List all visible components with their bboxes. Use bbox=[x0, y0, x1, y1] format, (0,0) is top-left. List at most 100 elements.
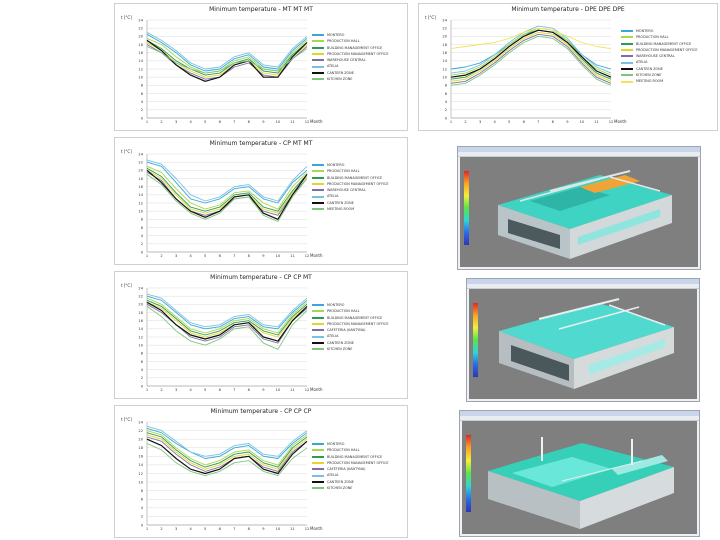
legend-swatch bbox=[621, 80, 633, 83]
y-tick-label: 22 bbox=[442, 26, 447, 30]
3d-viewport[interactable] bbox=[462, 421, 697, 534]
x-tick-label: 7 bbox=[233, 527, 235, 531]
series-line bbox=[146, 295, 308, 330]
window-menubar bbox=[458, 152, 700, 157]
legend-swatch bbox=[312, 65, 324, 68]
y-tick-label: 4 bbox=[141, 100, 144, 104]
series-line bbox=[146, 167, 308, 212]
x-tick-label: 11 bbox=[290, 388, 295, 392]
legend-label: WAREHOUSE CENTRAL bbox=[327, 188, 366, 193]
legend-item: MONTERO bbox=[312, 162, 389, 168]
x-tick-label: 8 bbox=[248, 388, 251, 392]
series-line bbox=[146, 427, 308, 459]
series-line bbox=[450, 35, 612, 86]
legend-item: WAREHOUSE CENTRAL bbox=[312, 57, 389, 63]
series-line bbox=[146, 174, 308, 222]
legend-item: PRODUCTION MANAGEMENT OFFICE bbox=[312, 460, 389, 466]
legend-swatch bbox=[312, 53, 324, 56]
series-line bbox=[146, 31, 308, 70]
legend-label: BUILDING MANAGEMENT OFFICE bbox=[327, 454, 383, 459]
y-tick-label: 18 bbox=[138, 43, 143, 47]
x-tick-label: 1 bbox=[146, 120, 148, 124]
y-tick-label: 0 bbox=[141, 116, 144, 120]
x-tick-label: 3 bbox=[175, 527, 177, 531]
simulation-window-2 bbox=[466, 278, 700, 402]
legend-label: KITCHEN ZONE bbox=[327, 77, 353, 82]
legend-swatch bbox=[312, 208, 324, 211]
x-tick-label: 2 bbox=[160, 120, 162, 124]
legend-label: BUILDING MANAGEMENT OFFICE bbox=[636, 41, 692, 46]
y-tick-label: 22 bbox=[138, 294, 143, 298]
x-axis-label: Month bbox=[310, 253, 323, 258]
y-tick-label: 22 bbox=[138, 160, 143, 164]
chart-title: Minimum temperature - MT MT MT bbox=[209, 6, 313, 13]
chart-panel-dpe: Minimum temperature - DPE DPE DPE t [°C]… bbox=[418, 3, 718, 131]
simulation-window-1 bbox=[457, 146, 701, 270]
legend-item: MONTERO bbox=[312, 302, 389, 308]
3d-viewport[interactable] bbox=[469, 289, 697, 399]
y-tick-label: 10 bbox=[138, 480, 143, 484]
y-tick-label: 4 bbox=[141, 234, 144, 238]
legend-label: PRODUCTION HALL bbox=[327, 448, 360, 453]
y-tick-label: 20 bbox=[138, 437, 143, 441]
y-tick-label: 6 bbox=[141, 92, 144, 96]
x-tick-label: 8 bbox=[248, 254, 251, 258]
x-tick-label: 4 bbox=[189, 527, 192, 531]
y-tick-label: 12 bbox=[138, 67, 143, 71]
legend-label: PRODUCTION MANAGEMENT OFFICE bbox=[636, 47, 698, 52]
y-tick-label: 20 bbox=[138, 169, 143, 173]
series-line bbox=[146, 159, 308, 202]
y-tick-label: 8 bbox=[141, 218, 144, 222]
y-tick-label: 18 bbox=[442, 43, 447, 47]
y-tick-label: 2 bbox=[445, 108, 447, 112]
temperature-colorbar bbox=[473, 303, 478, 377]
series-line bbox=[146, 432, 308, 468]
x-axis-label: Month bbox=[310, 526, 323, 531]
x-tick-label: 9 bbox=[262, 254, 265, 258]
x-tick-label: 9 bbox=[262, 388, 265, 392]
y-tick-label: 10 bbox=[138, 343, 143, 347]
series-line bbox=[450, 29, 612, 78]
legend-label: WAREHOUSE CENTRAL bbox=[327, 58, 366, 63]
y-tick-label: 2 bbox=[141, 376, 143, 380]
legend-swatch bbox=[312, 170, 324, 173]
y-tick-label: 14 bbox=[442, 59, 447, 63]
legend-label: CAFETERIA (KANTYNA) bbox=[327, 467, 366, 472]
y-tick-label: 8 bbox=[141, 84, 144, 88]
y-tick-label: 16 bbox=[138, 319, 143, 323]
series-line bbox=[146, 39, 308, 82]
x-axis-label: Month bbox=[614, 119, 627, 124]
y-tick-label: 14 bbox=[138, 59, 143, 63]
x-tick-label: 2 bbox=[464, 120, 466, 124]
legend-swatch bbox=[621, 30, 633, 33]
legend-item: PRODUCTION MANAGEMENT OFFICE bbox=[621, 47, 698, 53]
legend-item: CAFETERIA (KANTYNA) bbox=[312, 327, 389, 333]
legend-item: WAREHOUSE CENTRAL bbox=[621, 53, 698, 59]
y-tick-label: 10 bbox=[138, 209, 143, 213]
legend-item: ATELIA bbox=[312, 193, 389, 199]
x-tick-label: 4 bbox=[493, 120, 496, 124]
series-line bbox=[146, 430, 308, 466]
legend-swatch bbox=[312, 71, 324, 74]
legend-swatch bbox=[312, 40, 324, 43]
x-axis-label: Month bbox=[310, 387, 323, 392]
3d-viewport[interactable] bbox=[460, 157, 698, 267]
series-line bbox=[146, 165, 308, 210]
legend-swatch bbox=[312, 468, 324, 471]
y-unit-label: t [°C] bbox=[121, 283, 132, 288]
x-tick-label: 12 bbox=[305, 388, 310, 392]
legend-swatch bbox=[621, 49, 633, 52]
x-tick-label: 2 bbox=[160, 254, 162, 258]
y-tick-label: 16 bbox=[138, 51, 143, 55]
y-tick-label: 20 bbox=[442, 35, 447, 39]
x-tick-label: 6 bbox=[219, 120, 222, 124]
series-line bbox=[146, 161, 308, 204]
building-model-view bbox=[499, 298, 674, 389]
y-tick-label: 22 bbox=[138, 26, 143, 30]
legend-label: BUILDING MANAGEMENT OFFICE bbox=[327, 315, 383, 320]
x-tick-label: 9 bbox=[566, 120, 569, 124]
y-tick-label: 14 bbox=[138, 463, 143, 467]
legend-swatch bbox=[621, 67, 633, 70]
x-tick-label: 7 bbox=[537, 120, 539, 124]
y-tick-label: 12 bbox=[138, 201, 143, 205]
